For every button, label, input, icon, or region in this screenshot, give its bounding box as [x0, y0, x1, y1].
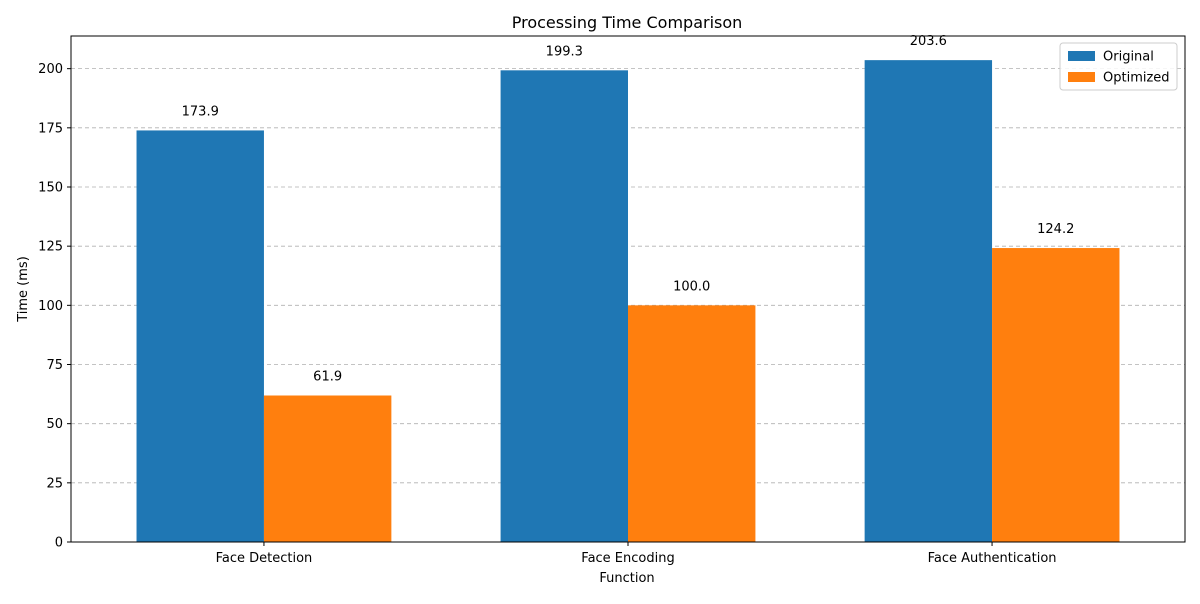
y-tick-label: 50 [46, 417, 63, 432]
legend-label-original: Original [1103, 50, 1154, 65]
bar-value-label: 173.9 [182, 104, 219, 119]
y-tick-label: 100 [38, 299, 63, 314]
legend-swatch-original [1068, 51, 1095, 61]
bar-original-1 [500, 70, 628, 543]
bar-value-label: 203.6 [910, 34, 947, 49]
bar-optimized-2 [992, 248, 1120, 542]
y-tick-label: 75 [46, 358, 63, 373]
bar-value-label: 124.2 [1037, 222, 1074, 237]
bar-value-label: 199.3 [546, 44, 583, 59]
bar-original-0 [136, 130, 264, 542]
bar-original-2 [864, 60, 993, 542]
x-tick-label: Face Detection [216, 551, 313, 566]
x-tick-label: Face Authentication [928, 551, 1057, 566]
x-axis-label: Function [599, 571, 654, 586]
y-tick-label: 0 [55, 536, 63, 551]
bar-value-label: 100.0 [673, 279, 710, 294]
bar-value-label: 61.9 [313, 370, 342, 385]
y-tick-label: 200 [38, 62, 63, 77]
axes-layer: 0 25 50 75 100 125 150 175 200 Face Detection Face… [38, 35, 1186, 566]
bar-optimized-1 [628, 305, 756, 542]
plot-frame [70, 35, 1186, 543]
chart-title: Processing Time Comparison [512, 13, 743, 32]
legend-swatch-optimized [1068, 72, 1095, 82]
y-axis-label: Time (ms) [16, 256, 31, 323]
legend-label-optimized: Optimized [1103, 71, 1170, 86]
bar-value-labels: 173.9 199.3 203.6 61.9 100.0 124.2 [182, 34, 1075, 384]
y-tick-label: 125 [38, 240, 63, 255]
x-tick-label: Face Encoding [581, 551, 674, 566]
y-tick-label: 150 [38, 180, 63, 195]
y-tick-label: 175 [38, 121, 63, 136]
bar-optimized-0 [263, 395, 392, 542]
bars-layer [136, 60, 1120, 543]
legend: Original Optimized [1059, 42, 1178, 91]
y-tick-label: 25 [46, 476, 63, 491]
